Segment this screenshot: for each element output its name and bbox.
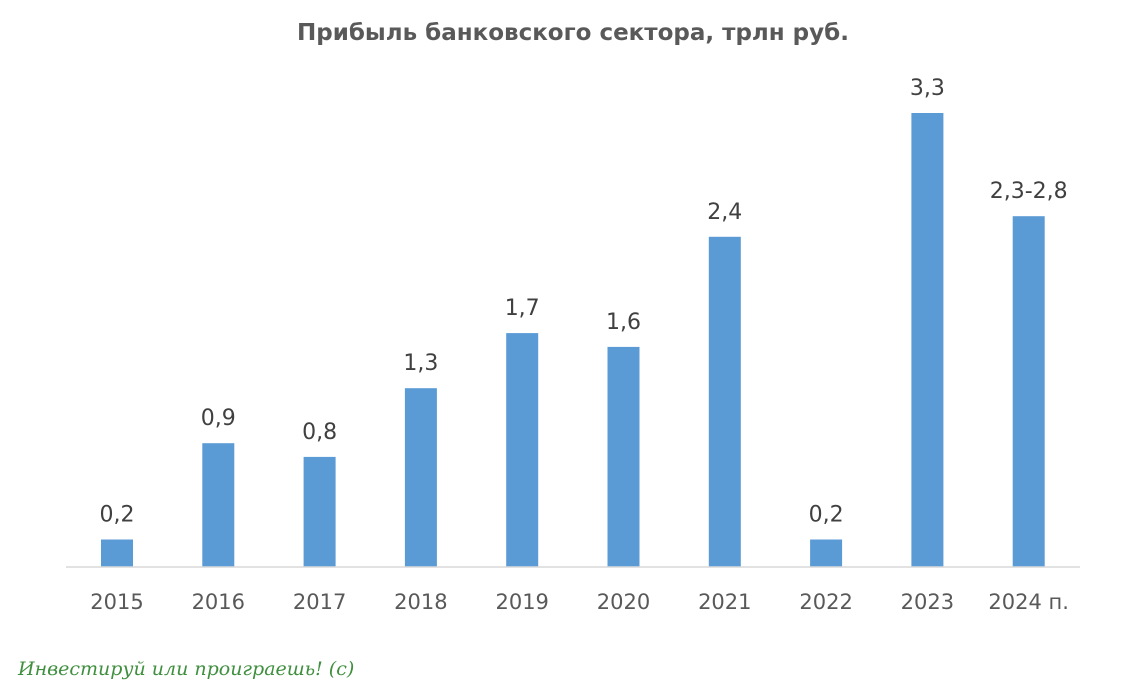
data-label-2016: 0,9	[201, 406, 236, 431]
x-tick-label-2022: 2022	[799, 590, 852, 614]
bar-2016	[202, 443, 235, 567]
watermark-text: Инвестируй или проиграешь! (с)	[17, 658, 354, 680]
x-tick-label-2020: 2020	[597, 590, 650, 614]
bar-2020	[607, 346, 640, 567]
data-label-2019: 1,7	[505, 296, 540, 321]
x-tick-labels-group: 2015 2016 2017 2018 2019 2020 2021 2022 2023 2024…	[90, 590, 1069, 614]
x-tick-label-2015: 2015	[90, 590, 143, 614]
data-label-2021: 2,4	[707, 200, 742, 225]
data-label-2018: 1,3	[403, 351, 438, 376]
x-tick-label-2016: 2016	[192, 590, 245, 614]
bar-2018	[404, 388, 437, 567]
bar-2022	[810, 539, 843, 567]
x-tick-label-2021: 2021	[698, 590, 751, 614]
bar-2024	[1012, 216, 1045, 567]
data-label-2024: 2,3-2,8	[990, 179, 1068, 204]
bars-group	[101, 113, 1045, 568]
data-labels-group: 0,2 0,9 0,8 1,3 1,7 1,6 2,4 0,2 3,3 2,3-2,8	[100, 76, 1068, 528]
x-tick-label-2019: 2019	[495, 590, 548, 614]
bar-2023	[911, 113, 944, 567]
chart-title: Прибыль банковского сектора, трлн руб.	[297, 20, 849, 46]
data-label-2023: 3,3	[910, 76, 945, 101]
data-label-2015: 0,2	[100, 503, 135, 528]
x-tick-label-2024: 2024 п.	[988, 590, 1069, 614]
data-label-2022: 0,2	[809, 503, 844, 528]
bar-2019	[506, 333, 539, 567]
bar-2017	[303, 456, 336, 567]
bar-2015	[101, 539, 133, 567]
data-label-2020: 1,6	[606, 310, 641, 335]
data-label-2017: 0,8	[302, 420, 337, 445]
x-tick-label-2023: 2023	[901, 590, 954, 614]
x-tick-label-2017: 2017	[293, 590, 346, 614]
x-tick-label-2018: 2018	[394, 590, 447, 614]
bar-2021	[708, 236, 741, 568]
